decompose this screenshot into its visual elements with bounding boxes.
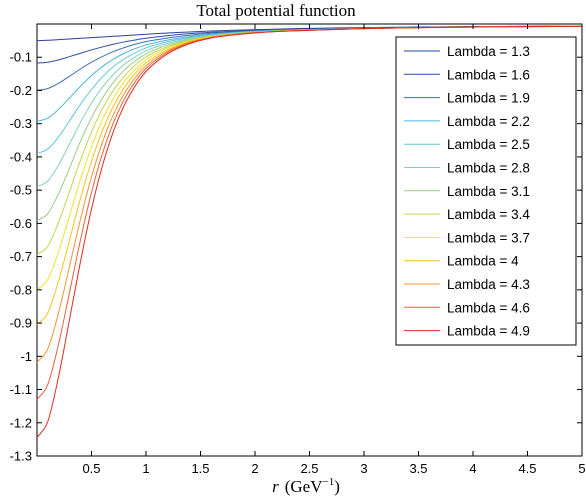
y-tick-label: -0.6 <box>10 216 32 231</box>
y-tick-label: -0.7 <box>10 249 32 264</box>
legend-label: Lambda = 4.3 <box>447 277 530 292</box>
legend-label: Lambda = 2.8 <box>447 161 530 176</box>
x-tick-label: 0.5 <box>82 461 100 476</box>
legend-label: Lambda = 4 <box>447 254 519 269</box>
y-tick-label: -1.3 <box>10 449 32 464</box>
y-tick-label: -1.1 <box>10 382 32 397</box>
y-tick-label: -0.3 <box>10 116 32 131</box>
y-tick-label: -1.2 <box>10 415 32 430</box>
y-tick-label: -0.9 <box>10 316 32 331</box>
series-line-13 <box>36 25 583 438</box>
x-tick-label: 2 <box>251 461 258 476</box>
legend-label: Lambda = 4.6 <box>447 300 530 315</box>
x-axis-var: r <box>272 477 279 496</box>
x-axis-exp: −1 <box>323 476 335 488</box>
x-tick-label: 5 <box>578 461 585 476</box>
x-tick-label: 2.5 <box>300 461 318 476</box>
axis-ticks: 0.5 1 1.5 2 2.5 3 3.5 4 4.5 5 -0.1 -0.2 -0.3 -0.4 -0.5… <box>10 24 586 476</box>
y-tick-label: -0.5 <box>10 183 32 198</box>
legend-label: Lambda = 1.6 <box>447 67 530 82</box>
x-tick-label: 1.5 <box>191 461 209 476</box>
x-tick-label: 4 <box>469 461 476 476</box>
y-tick-label: -0.4 <box>10 149 32 164</box>
legend: Lambda = 1.3 Lambda = 1.6 Lambda = 1.9 Lamb… <box>395 36 577 346</box>
x-tick-label: 4.5 <box>518 461 536 476</box>
legend-label: Lambda = 3.7 <box>447 230 530 245</box>
chart-title: Total potential function <box>196 1 356 20</box>
legend-label: Lambda = 3.4 <box>447 207 530 222</box>
y-tick-label: -0.1 <box>10 50 32 65</box>
legend-label: Lambda = 2.5 <box>447 137 530 152</box>
x-tick-label: 1 <box>142 461 149 476</box>
y-tick-label: -0.8 <box>10 282 32 297</box>
y-tick-label: -1 <box>20 349 32 364</box>
legend-label: Lambda = 3.1 <box>447 184 530 199</box>
series-lines <box>36 25 583 438</box>
x-axis-unit: GeV <box>290 477 323 496</box>
legend-label: Lambda = 1.9 <box>447 91 530 106</box>
legend-label: Lambda = 1.3 <box>447 44 530 59</box>
legend-label: Lambda = 4.9 <box>447 324 530 339</box>
x-tick-label: 3.5 <box>409 461 427 476</box>
x-axis-label: r (GeV−1) <box>272 476 340 496</box>
x-tick-label: 3 <box>360 461 367 476</box>
legend-label: Lambda = 2.2 <box>447 114 530 129</box>
y-tick-label: -0.2 <box>10 83 32 98</box>
